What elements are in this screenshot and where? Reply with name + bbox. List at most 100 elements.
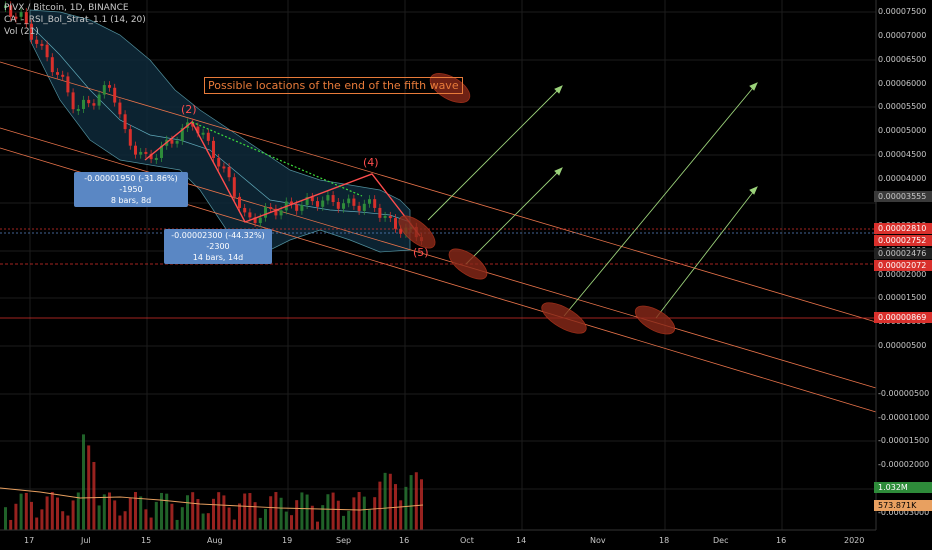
candle-body <box>113 87 117 103</box>
wave-path <box>144 120 421 237</box>
price-tag: 0.00002752 <box>874 235 932 246</box>
candle-body <box>295 204 299 211</box>
volume-bar <box>19 493 23 530</box>
time-tick: 16 <box>776 536 787 545</box>
candle-body <box>336 202 340 209</box>
volume-bar <box>144 509 148 530</box>
candle-body <box>238 196 241 208</box>
volume-bar <box>123 511 127 530</box>
time-tick: Jul <box>81 536 91 545</box>
volume-bar <box>373 497 377 530</box>
time-tick: Aug <box>207 536 223 545</box>
time-tick: 14 <box>516 536 527 545</box>
volume-bar <box>279 497 283 530</box>
candle-body <box>144 151 148 154</box>
price-tag: 1.032M <box>874 482 932 493</box>
candle-body <box>269 206 273 209</box>
grid <box>0 0 876 530</box>
candle-body <box>217 157 221 167</box>
time-tick: Oct <box>460 536 474 545</box>
volume-bars <box>4 434 423 530</box>
symbol-title: PIVX / Bitcoin, 1D, BINANCE <box>4 3 129 13</box>
volume-bar <box>352 497 356 530</box>
candle-body <box>61 74 65 77</box>
price-tick: 0.00007000 <box>878 31 927 40</box>
candle-body <box>342 203 345 209</box>
volume-bar <box>35 517 39 530</box>
volume-bar <box>222 495 226 530</box>
candle-body <box>248 212 252 218</box>
candle-body <box>76 108 80 111</box>
volume-bar <box>264 509 267 530</box>
candle-body <box>66 76 70 93</box>
candle-body <box>154 157 158 160</box>
volume-bar <box>300 492 304 530</box>
candle-body <box>92 103 96 106</box>
volume-bar <box>82 434 85 530</box>
volume-bar <box>274 492 278 530</box>
candle-body <box>305 196 309 206</box>
volume-bar <box>108 492 111 530</box>
fifth-wave-note: Possible locations of the end of the fif… <box>204 77 463 94</box>
volume-bar <box>201 513 205 530</box>
volume-bar <box>212 498 215 530</box>
volume-bar <box>368 509 371 530</box>
price-tag: 0.00002810 <box>874 223 932 234</box>
candle-body <box>383 215 387 218</box>
candle-body <box>253 217 257 224</box>
volume-bar <box>362 496 366 530</box>
volume-bar <box>134 492 137 530</box>
volume-bar <box>45 496 49 530</box>
candle-body <box>274 208 278 216</box>
volume-bar <box>336 500 340 530</box>
time-tick: Nov <box>590 536 606 545</box>
candle-body <box>373 199 377 208</box>
candle-body <box>399 228 403 234</box>
time-tick: Sep <box>336 536 352 545</box>
volume-bar <box>14 503 18 530</box>
candle-body <box>316 201 319 207</box>
volume-bar <box>253 502 257 530</box>
volume-bar <box>191 492 195 530</box>
candle-body <box>14 16 18 19</box>
volume-bar <box>113 500 117 530</box>
volume-bar <box>76 492 80 530</box>
volume-bar <box>4 507 7 530</box>
volume-bar <box>186 495 189 530</box>
volume-bar <box>206 513 210 530</box>
volume-bar <box>290 515 293 530</box>
candle-body <box>56 72 59 75</box>
volume-bar <box>409 475 413 530</box>
candle-body <box>232 177 236 197</box>
candle-body <box>326 195 330 201</box>
volume-bar <box>295 500 299 530</box>
candle-body <box>206 132 210 141</box>
price-tick: -0.00000500 <box>878 389 930 398</box>
volume-bar <box>97 505 101 530</box>
candle-body <box>102 85 106 95</box>
wave-label-2: (2) <box>181 103 197 116</box>
candle-body <box>50 57 54 73</box>
volume-bar <box>316 521 319 530</box>
wave-label-5: (5) <box>413 246 429 259</box>
candle-body <box>82 99 85 109</box>
bollinger-basis <box>29 24 411 223</box>
candle-body <box>321 200 325 207</box>
candle-body <box>362 203 366 211</box>
price-tick: 0.00006000 <box>878 79 927 88</box>
price-tick: -0.00003000 <box>878 508 930 517</box>
candle-body <box>4 5 7 8</box>
volume-bar <box>388 473 392 530</box>
candle-body <box>40 43 44 46</box>
candle-body <box>331 195 335 203</box>
candles <box>4 1 423 246</box>
candle-body <box>139 151 143 155</box>
price-tag: 0.00003555 <box>874 191 932 202</box>
volume-bar <box>347 510 351 530</box>
volume-bar <box>310 505 314 530</box>
volume-bar <box>258 517 262 530</box>
price-tag: 0.00002072 <box>874 260 932 271</box>
volume-bar <box>139 496 143 530</box>
candle-body <box>388 215 392 219</box>
